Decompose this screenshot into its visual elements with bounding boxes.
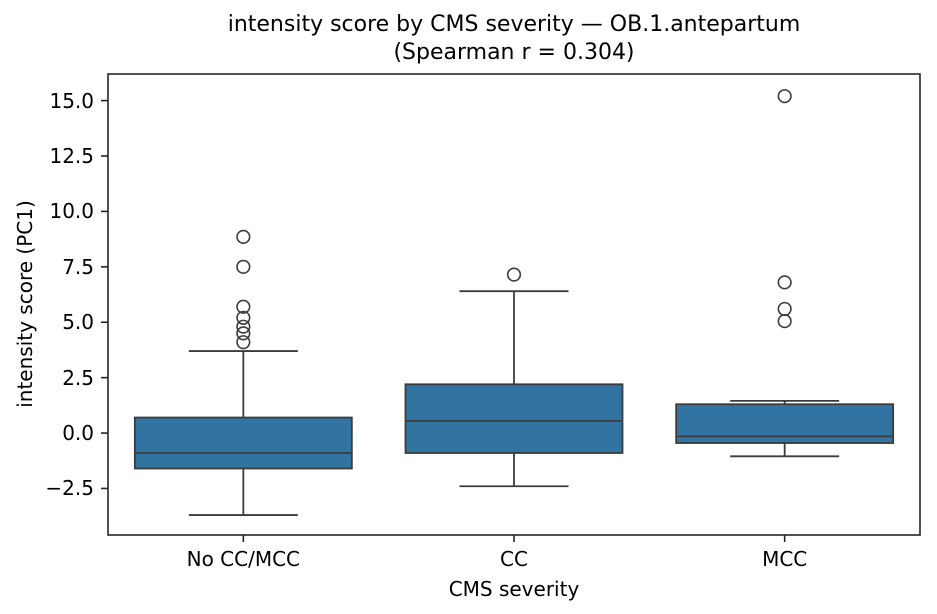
outlier-point xyxy=(777,314,792,329)
x-tick-label: MCC xyxy=(762,547,808,571)
outlier-point xyxy=(236,229,251,245)
outlier-point xyxy=(236,299,251,314)
y-tick-label: 0.0 xyxy=(62,421,94,446)
outlier-point xyxy=(236,310,251,325)
chart-title-line1: intensity score by CMS severity — OB.1.a… xyxy=(227,12,801,37)
y-tick-label: 7.5 xyxy=(62,254,94,279)
x-tick-label: No CC/MCC xyxy=(186,547,301,571)
x-tick-label: CC xyxy=(500,547,528,571)
outlier-point xyxy=(506,267,522,282)
y-tick-label: 15.0 xyxy=(49,88,94,113)
iqr-box xyxy=(133,416,353,470)
iqr-box xyxy=(404,383,624,454)
axes-frame xyxy=(107,73,921,536)
outlier-point xyxy=(236,326,251,341)
y-tick-label: 10.0 xyxy=(49,199,94,224)
chart-title: intensity score by CMS severity — OB.1.a… xyxy=(108,11,920,67)
outlier-point xyxy=(236,335,251,350)
outlier-point xyxy=(236,259,251,274)
y-tick-label: 2.5 xyxy=(62,365,94,390)
outlier-point xyxy=(777,301,792,317)
y-tick-label: 12.5 xyxy=(49,144,94,168)
chart-title-line2: (Spearman r = 0.304) xyxy=(393,40,635,65)
y-tick-label: −2.5 xyxy=(45,476,94,501)
outlier-point xyxy=(236,319,251,334)
outlier-point xyxy=(777,89,792,104)
x-axis-label: CMS severity xyxy=(448,577,580,601)
outlier-point xyxy=(777,275,792,290)
y-tick-label: 5.0 xyxy=(62,310,94,335)
